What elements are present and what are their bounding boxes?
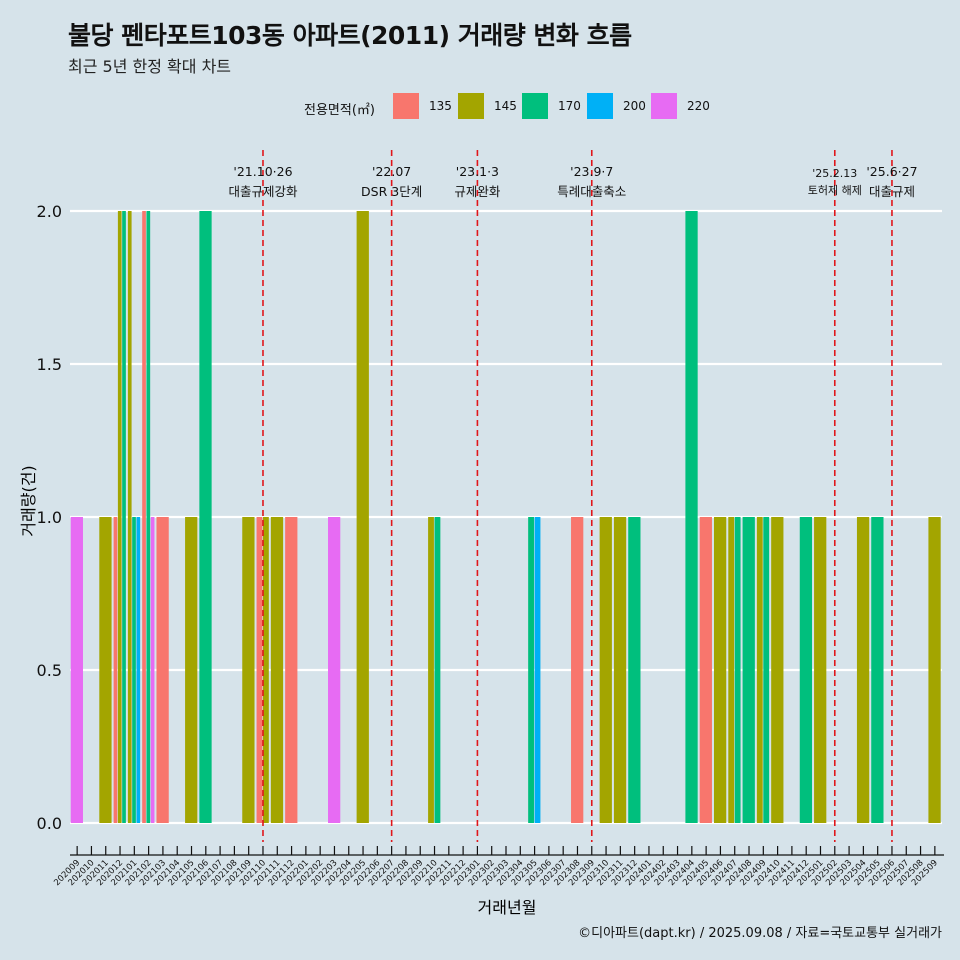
bar-200-202101 [136,517,141,823]
legend-swatch-220 [651,93,677,119]
bar-170-202412 [799,517,813,823]
legend-title: 전용면적(㎡) [304,103,375,118]
legend-label-170: 170 [558,99,581,113]
event-date: '23.9·7 [570,164,613,179]
bar-170-202404 [685,211,698,823]
x-axis-title: 거래년월 [478,898,537,917]
grid-layer [70,209,942,825]
bar-145-202012 [117,211,122,823]
legend: 전용면적(㎡) 135 145 170 200 220 [0,92,960,122]
chart-subtitle: 최근 5년 한정 확대 차트 [68,57,232,76]
y-tick-label: 1.0 [37,508,62,527]
bar-170-202407 [734,517,741,823]
bar-145-202406 [713,517,727,823]
y-tick-label: 1.5 [37,355,62,374]
bar-170-202106 [199,211,212,823]
event-date: '22.07 [372,164,411,179]
bar-135-202405 [699,517,712,823]
legend-swatch-145 [458,93,484,119]
bar-145-202105 [185,517,198,823]
event-label: 규제완화 [454,184,501,199]
event-date: '23.1·3 [456,164,499,179]
bar-170-202101 [132,517,136,823]
legend-swatch-135 [393,93,419,119]
y-tick-label: 0.5 [37,661,62,680]
bar-145-202310 [599,517,612,823]
bar-135-202308 [571,517,584,823]
bar-170-202312 [628,517,641,823]
event-label: DSR 3단계 [361,184,422,199]
bar-145-202409 [756,517,763,823]
event-date: '21.10·26 [233,164,292,179]
bar-145-202101 [127,211,132,823]
event-label: 대출규제강화 [228,184,298,199]
bar-170-202305 [528,517,534,823]
bar-135-202103 [156,517,169,823]
event-date: '25.6·27 [866,164,917,179]
event-label: 특례대출축소 [557,184,626,199]
bar-145-202210 [428,517,434,823]
bar-220-202102 [150,517,155,823]
event-date: '25.2.13 [812,167,857,180]
bar-170-202409 [763,517,770,823]
bar-145-202410 [771,517,784,823]
legend-label-135: 135 [429,99,452,113]
event-label: 토허제 해제 [808,183,862,197]
bar-170-202408 [742,517,755,823]
bar-layer [70,211,941,823]
bar-170-202012 [122,211,126,823]
bar-145-202111 [270,517,284,823]
legend-label-200: 200 [623,99,646,113]
chart-title: 불당 펜타포트103동 아파트(2011) 거래량 변화 흐름 [68,21,632,50]
y-axis-title: 거래량(건) [19,465,38,536]
bar-145-202011 [99,517,112,823]
bar-135-202102 [142,211,146,823]
legend-swatch-200 [587,93,613,119]
bar-145-202509 [928,517,941,823]
bar-145-202110 [262,517,269,823]
bar-135-202012 [113,517,118,823]
bar-200-202305 [534,517,541,823]
legend-label-220: 220 [687,99,710,113]
bar-145-202504 [856,517,870,823]
bar-220-202009 [70,517,83,823]
bar-135-202112 [285,517,298,823]
bar-145-202205 [356,211,369,823]
caption: ©디아파트(dapt.kr) / 2025.09.08 / 자료=국토교통부 실… [578,926,942,941]
legend-swatch-170 [522,93,548,119]
bar-135-202110 [256,517,263,823]
bar-220-202203 [328,517,341,823]
bar-145-202109 [242,517,255,823]
bar-170-202505 [871,517,884,823]
y-tick-label: 2.0 [37,202,62,221]
legend-label-145: 145 [494,99,517,113]
bar-145-202311 [613,517,627,823]
bar-170-202210 [434,517,441,823]
event-label: 대출규제 [869,184,915,199]
bar-170-202102 [146,211,151,823]
bar-145-202407 [728,517,735,823]
bar-145-202501 [814,517,827,823]
y-tick-label: 0.0 [37,814,62,833]
event-layer: '21.10·26 대출규제강화 '22.07 DSR 3단계 '23.1·3 규제완화 '… [228,150,918,842]
